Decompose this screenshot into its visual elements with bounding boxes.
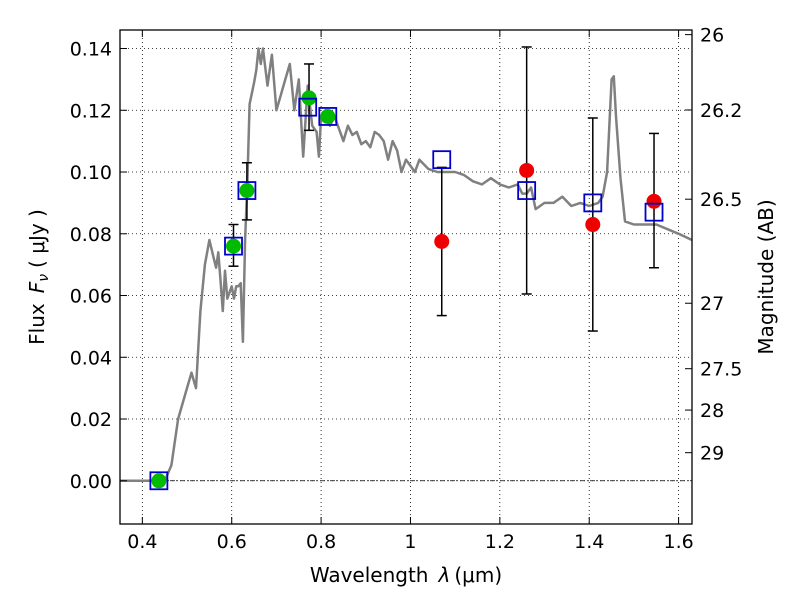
data-point bbox=[320, 108, 336, 124]
data-point bbox=[151, 473, 167, 489]
y2-tick-labels: 26 26.2 26.5 27 27.5 28 29 bbox=[700, 25, 742, 465]
y2-tick-label: 27 bbox=[700, 293, 724, 315]
axis-ticks bbox=[120, 30, 692, 524]
y2-tick-label: 26.5 bbox=[700, 189, 742, 211]
measured-points bbox=[151, 90, 662, 489]
model-square bbox=[644, 202, 664, 222]
model-square bbox=[517, 181, 537, 200]
y-axis-label: FluxFν( μJy ) bbox=[25, 209, 52, 345]
y-tick-label: 0.00 bbox=[70, 471, 112, 493]
x-axis-label: Wavelength λ (μm) bbox=[310, 563, 502, 587]
y-tick-label: 0.14 bbox=[70, 39, 112, 61]
y2-tick-label: 26.2 bbox=[700, 100, 742, 122]
data-point bbox=[585, 217, 601, 233]
gridlines bbox=[120, 30, 692, 524]
data-point bbox=[239, 183, 255, 199]
x-tick-labels: 0.4 0.6 0.8 1 1.2 1.4 1.6 bbox=[127, 531, 693, 553]
model-square bbox=[318, 107, 338, 126]
x-tick-label: 1.2 bbox=[485, 531, 515, 553]
data-point bbox=[434, 233, 450, 249]
model-square bbox=[432, 150, 452, 170]
data-point bbox=[519, 162, 535, 178]
sed-model-line bbox=[120, 47, 692, 483]
model-square bbox=[237, 181, 257, 200]
y-tick-label: 0.06 bbox=[70, 286, 112, 308]
y-tick-label: 0.10 bbox=[70, 162, 112, 184]
data-point bbox=[646, 193, 662, 209]
data-point bbox=[226, 238, 242, 254]
y-tick-labels: 0.00 0.02 0.04 0.06 0.08 0.10 0.12 0.14 bbox=[70, 39, 112, 493]
y2-tick-label: 26 bbox=[700, 25, 724, 47]
model-square bbox=[583, 193, 603, 213]
y-tick-label: 0.08 bbox=[70, 224, 112, 246]
x-tick-label: 0.4 bbox=[127, 531, 157, 553]
model-square bbox=[298, 97, 318, 117]
y2-tick-label: 27.5 bbox=[700, 359, 742, 381]
x-tick-label: 0.8 bbox=[306, 531, 336, 553]
x-tick-label: 1.6 bbox=[663, 531, 693, 553]
x-tick-label: 0.6 bbox=[217, 531, 247, 553]
y-tick-label: 0.04 bbox=[70, 347, 112, 369]
model-square bbox=[224, 236, 243, 256]
plot-frame bbox=[119, 29, 693, 525]
sed-model-curve bbox=[120, 47, 692, 483]
y2-tick-label: 28 bbox=[700, 400, 724, 422]
y2-tick-label: 29 bbox=[700, 443, 724, 465]
x-tick-label: 1.4 bbox=[574, 531, 604, 553]
model-flux-points bbox=[149, 97, 664, 491]
model-square bbox=[149, 471, 169, 491]
y-tick-label: 0.02 bbox=[70, 409, 112, 431]
y2-axis-label: Magnitude (AB) bbox=[754, 199, 778, 354]
y-tick-label: 0.12 bbox=[70, 100, 112, 122]
x-tick-label: 1 bbox=[404, 531, 416, 553]
